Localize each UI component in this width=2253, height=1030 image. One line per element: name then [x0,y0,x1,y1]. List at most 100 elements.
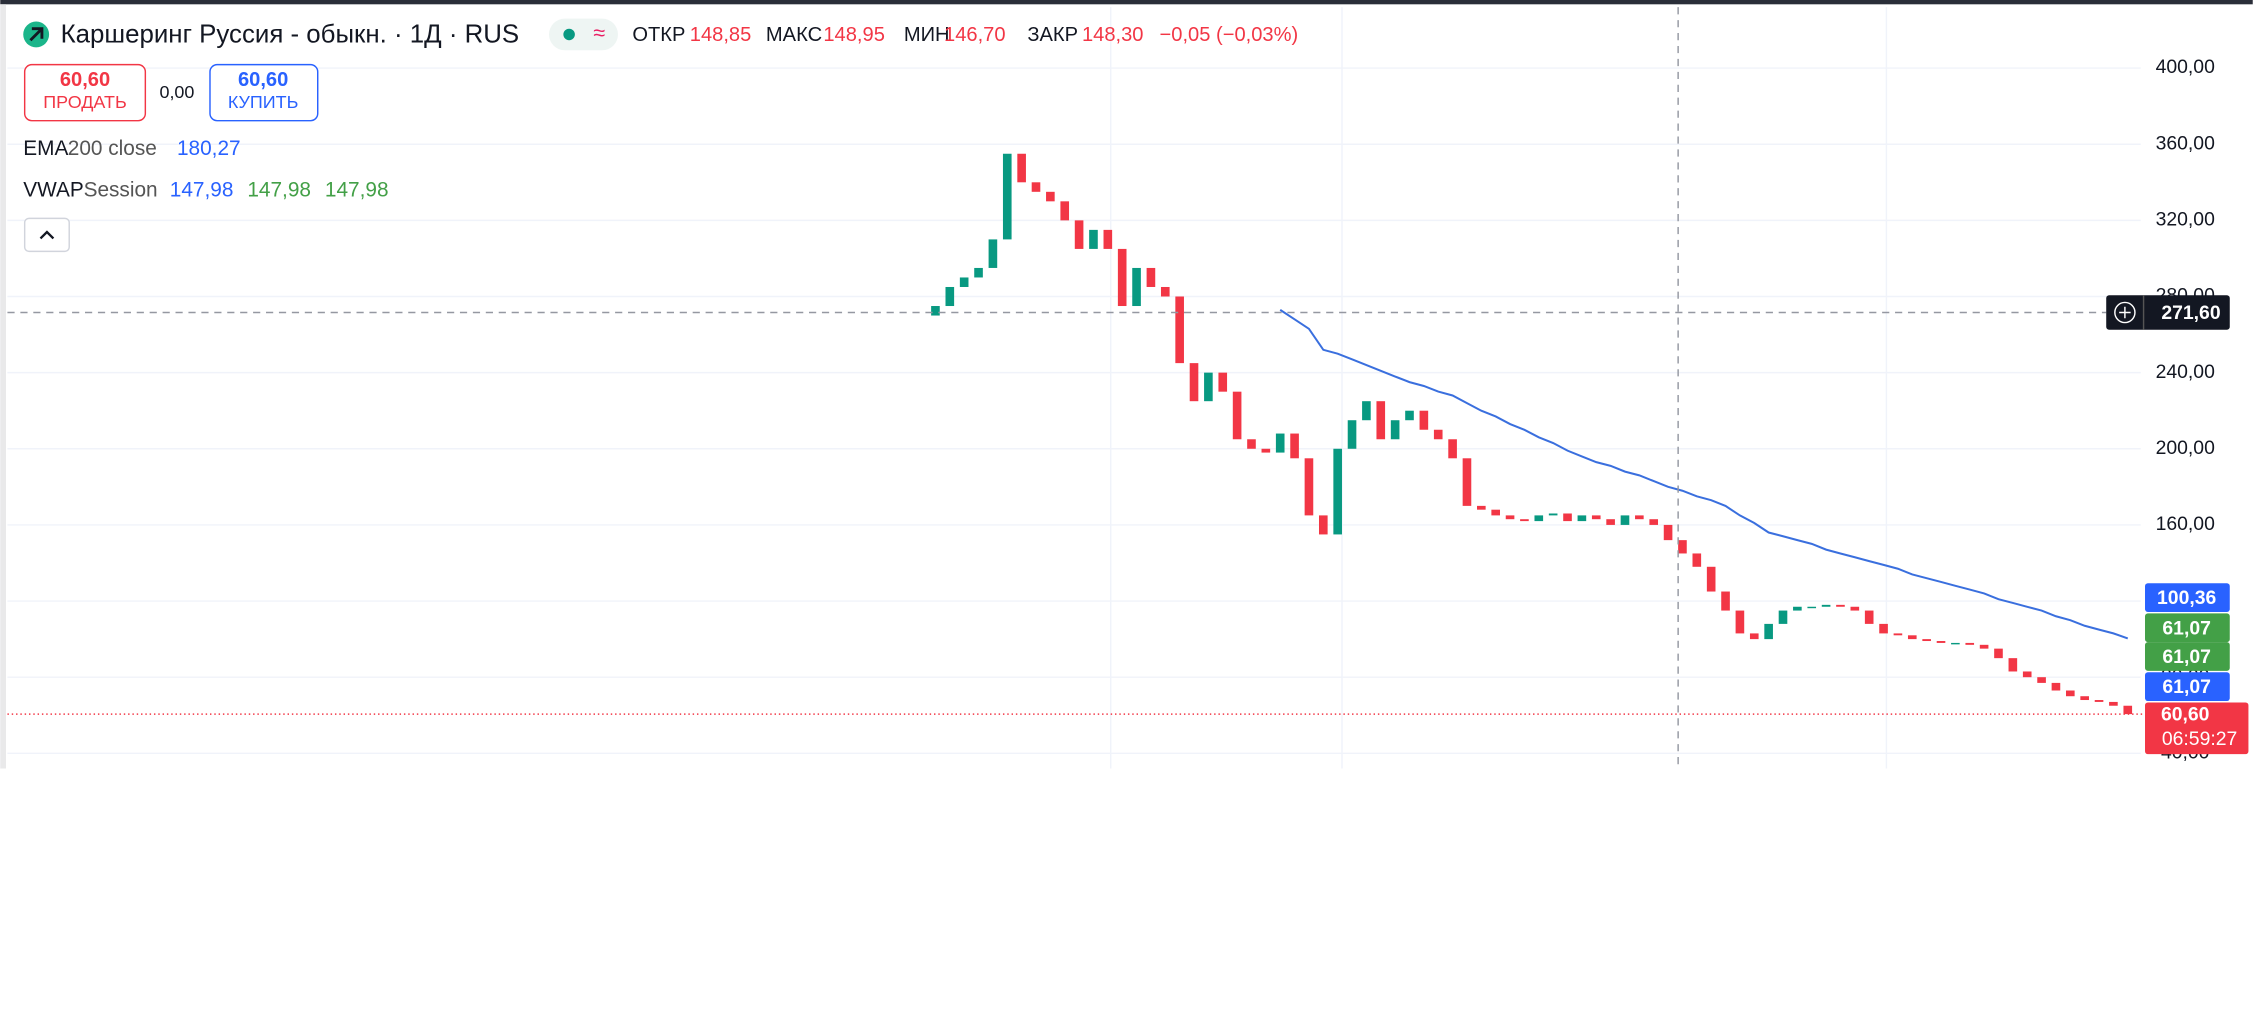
candle [1433,429,1443,440]
symbol-title[interactable]: Каршеринг Руссия - обыкн. · 1Д · RUS [61,21,520,49]
candle [2094,700,2104,702]
candle [1907,635,1917,640]
candle [1232,391,1242,440]
status-icon: ≈ [593,21,605,45]
candle [2037,677,2046,683]
candle [2008,658,2018,672]
price-badge [2145,642,2230,671]
candle [1807,606,1817,609]
candle [1893,633,1903,636]
candle [1563,513,1572,522]
candle [1678,540,1687,554]
ohlc-value: 148,95 [823,24,885,46]
candle [1376,401,1386,440]
y-tick-label: 200,00 [2156,437,2215,459]
candle [1735,610,1745,634]
indicator-name[interactable]: VWAP [23,179,84,202]
indicator-name[interactable]: EMA [23,137,68,160]
indicator-value: 147,98 [247,179,311,202]
status-pill[interactable] [549,18,618,51]
add-alert-plus [2119,306,2131,319]
price-badge-label: 61,07 [2162,676,2211,698]
ohlc-value: 148,30 [1082,24,1144,46]
ohlc-value: 148,85 [690,24,752,46]
price-badge-label: 61,07 [2162,646,2211,668]
candle [931,306,940,316]
candle [1362,401,1371,421]
blank-area [0,768,2253,1030]
ohlc-value: 146,70 [944,24,1006,46]
add-alert-icon[interactable] [2114,301,2136,324]
sell-button[interactable] [23,63,147,122]
last-price-label: 60,60 [2161,704,2210,726]
indicator-params: Session [84,179,158,202]
candle [1721,591,1730,611]
indicator-params: 200 close [68,137,157,160]
candle [1247,439,1256,449]
candle [1850,606,1860,611]
candle [1505,515,1515,520]
candle [1448,439,1457,459]
candle [1606,519,1615,525]
candle [1218,372,1228,392]
candle [1160,286,1170,297]
candle [2080,696,2089,701]
candle [1965,642,1975,645]
candle [1477,505,1486,510]
candle [988,239,998,268]
candle [959,277,969,287]
candle [1491,509,1501,516]
y-tick-label: 240,00 [2156,361,2215,383]
candle [1046,191,1055,202]
candle [1663,524,1673,541]
candle [2123,705,2133,715]
candle [1951,642,1960,645]
candle [1002,153,1012,240]
change: −0,05 (−0,03%) [1160,24,1299,46]
crosshair-badge [2106,295,2230,330]
indicator-value: 147,98 [325,179,389,202]
candle [1031,182,1041,192]
candle [1821,604,1831,607]
market-status [563,28,575,41]
candle [1778,610,1788,624]
candle [2022,671,2032,678]
candle [1879,623,1888,634]
candle [945,286,955,307]
candle [1333,448,1342,535]
candle [1577,515,1587,522]
candle [1692,553,1702,567]
candle [1060,201,1070,221]
price-badge [2145,583,2230,612]
candle [1793,606,1802,611]
sell-label: ПРОДАТЬ [43,92,126,112]
ema-line [1279,309,2129,640]
candle [1318,515,1328,535]
legend-layer: Каршеринг Руссия - обыкн. · 1Д · RUS ≈ О… [23,18,1299,253]
candle [1764,623,1773,640]
y-tick-label: 320,00 [2156,208,2215,230]
candle [1261,448,1271,453]
candle [1620,515,1630,525]
price-badge-label: 61,07 [2162,617,2211,639]
candle [2065,690,2075,697]
candle [1591,515,1601,520]
candle [1290,433,1299,459]
candle [1706,566,1716,592]
candle [1520,519,1529,522]
crosshair-label: 271,60 [2161,302,2220,324]
collapse-button[interactable] [23,217,70,253]
y-tick-label: 400,00 [2156,56,2215,78]
left-edge [0,4,6,769]
buy-button[interactable] [209,63,319,122]
price-badge [2145,672,2230,702]
candle [1836,604,1845,607]
ohlc-label: ЗАКР [1027,24,1078,46]
plot-layer [7,7,2146,769]
ohlc-label: ОТКР [632,24,685,46]
candle [1275,433,1285,453]
candle [1132,267,1141,307]
candle [1189,363,1199,402]
